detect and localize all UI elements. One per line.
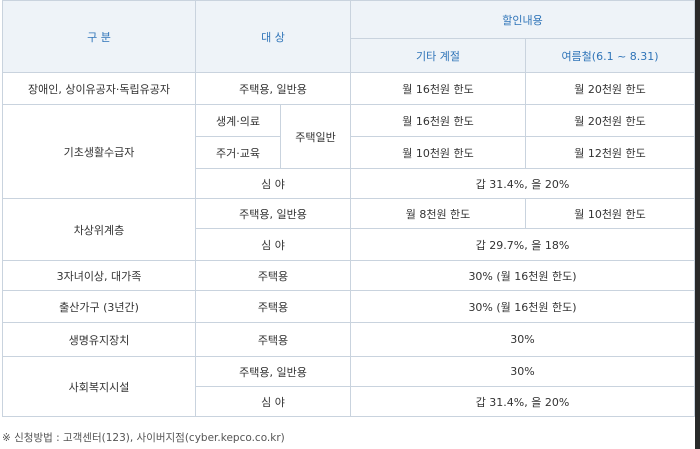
row-target: 주택용 <box>195 290 351 323</box>
row-other-season: 월 10천원 한도 <box>350 136 526 169</box>
header-summer-season: 여름철(6.1 ~ 8.31) <box>524 38 696 73</box>
row-other-season: 월 8천원 한도 <box>350 198 526 229</box>
row-target: 주택용 <box>195 260 351 291</box>
row-discount-value: 갑 31.4%, 을 20% <box>349 386 696 417</box>
table-row: 장애인, 상이유공자·독립유공자 주택용, 일반용 월 16천원 한도 월 20… <box>2 72 696 105</box>
row-summer-season: 월 20천원 한도 <box>524 72 696 105</box>
row-summer-season: 월 20천원 한도 <box>524 104 696 137</box>
row-sub-target: 생계·의료 <box>195 104 281 137</box>
table-row: 기초생활수급자 생계·의료 주택일반 월 16천원 한도 월 20천원 한도 <box>2 104 696 199</box>
table-row: 출산가구 (3년간) 주택용 30% (월 16천원 한도) <box>2 290 696 323</box>
row-category: 기초생활수급자 <box>2 104 196 199</box>
header-other-season: 기타 계절 <box>350 38 526 73</box>
row-target-night: 심 야 <box>195 168 351 199</box>
row-other-season: 월 16천원 한도 <box>350 104 526 137</box>
application-note: ※ 신청방법 : 고객센터(123), 사이버지점(cyber.kepco.co… <box>2 432 285 444</box>
row-other-season: 월 16천원 한도 <box>350 72 526 105</box>
row-sub-target: 주거·교육 <box>195 136 281 169</box>
row-category: 장애인, 상이유공자·독립유공자 <box>2 72 196 105</box>
table-row: 심 야 갑 31.4%, 을 20% <box>3 386 696 417</box>
row-target: 주택용, 일반용 <box>195 356 351 387</box>
row-category: 출산가구 (3년간) <box>2 290 196 323</box>
header-category: 구 분 <box>2 0 196 73</box>
table-row: 차상위계층 주택용, 일반용 월 8천원 한도 월 10천원 한도 <box>2 198 696 261</box>
table-row: 사회복지시설 주택용, 일반용 30% <box>2 356 696 417</box>
row-discount-value: 30% <box>349 322 696 357</box>
row-sub-group: 주택일반 <box>280 104 351 169</box>
table-row: 3자녀이상, 대가족 주택용 30% (월 16천원 한도) <box>2 260 696 291</box>
row-category: 3자녀이상, 대가족 <box>2 260 196 291</box>
header-target: 대 상 <box>195 0 351 73</box>
row-discount-value: 30% <box>349 356 696 387</box>
row-target-night: 심 야 <box>195 228 351 261</box>
header-discount: 할인내용 <box>349 0 696 39</box>
row-discount-value: 갑 31.4%, 을 20% <box>349 168 696 199</box>
header-row-2: 기타 계절 여름철(6.1 ~ 8.31) <box>3 38 696 73</box>
table-row: 심 야 갑 31.4%, 을 20% <box>3 168 696 199</box>
table-row: 주거·교육 월 10천원 한도 월 12천원 한도 <box>3 136 696 169</box>
row-category: 차상위계층 <box>2 198 196 261</box>
row-discount-value: 갑 29.7%, 을 18% <box>349 228 696 261</box>
row-category: 생명유지장치 <box>2 322 196 357</box>
row-target: 주택용 <box>195 322 351 357</box>
row-target: 주택용, 일반용 <box>195 198 351 229</box>
header-row-1: 구 분 대 상 할인내용 <box>2 0 696 73</box>
row-summer-season: 월 10천원 한도 <box>524 198 696 229</box>
table-row: 심 야 갑 29.7%, 을 18% <box>3 228 696 261</box>
row-target-night: 심 야 <box>195 386 351 417</box>
table-row: 생명유지장치 주택용 30% <box>2 322 696 357</box>
row-category: 사회복지시설 <box>2 356 196 417</box>
discount-table: 구 분 대 상 할인내용 기타 계절 여름철(6.1 ~ 8.31) 장애인, … <box>2 0 696 417</box>
row-discount-value: 30% (월 16천원 한도) <box>349 290 696 323</box>
row-discount-value: 30% (월 16천원 한도) <box>349 260 696 291</box>
row-target: 주택용, 일반용 <box>195 72 351 105</box>
row-summer-season: 월 12천원 한도 <box>524 136 696 169</box>
